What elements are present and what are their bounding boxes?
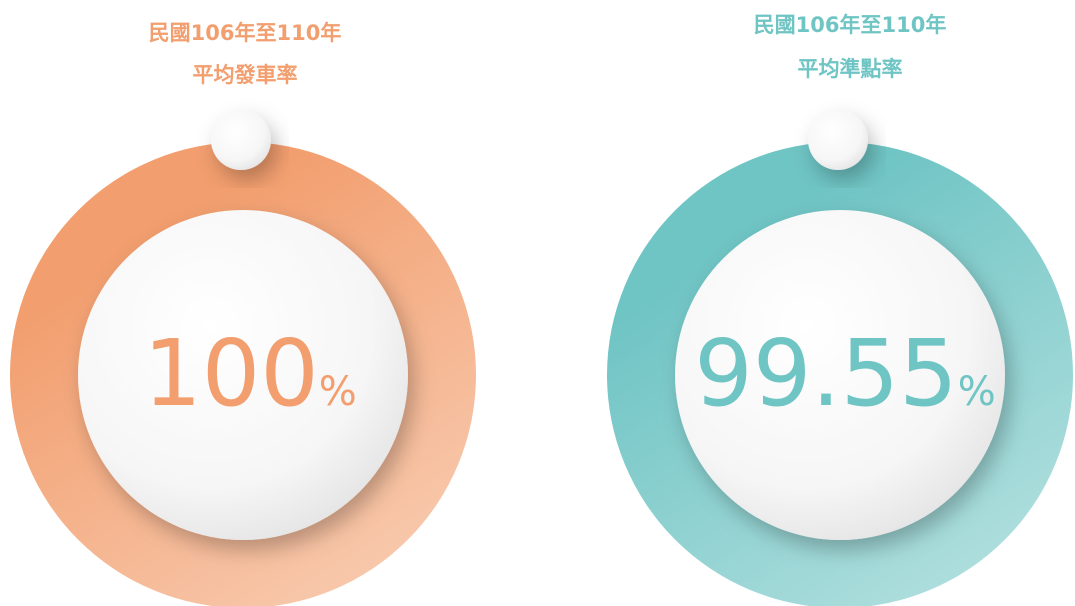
unit: % bbox=[958, 369, 996, 415]
panel-subtitle: 平均發車率 bbox=[193, 63, 298, 87]
unit: % bbox=[319, 369, 357, 415]
value-text: 99.55% bbox=[694, 320, 995, 427]
value-text: 100% bbox=[143, 320, 357, 427]
value: 100 bbox=[143, 320, 319, 427]
inner-disc bbox=[675, 210, 1005, 540]
panel-left: 民國106年至110年 平均發車率 100% bbox=[10, 21, 476, 606]
knob bbox=[808, 110, 868, 170]
panel-title: 民國106年至110年 bbox=[149, 21, 342, 45]
inner-disc bbox=[78, 210, 408, 540]
panel-title: 民國106年至110年 bbox=[754, 13, 947, 37]
knob bbox=[211, 110, 271, 170]
panel-right: 民國106年至110年 平均準點率 99.55% bbox=[607, 13, 1073, 606]
panel-subtitle: 平均準點率 bbox=[798, 57, 903, 81]
value: 99.55 bbox=[694, 320, 957, 427]
